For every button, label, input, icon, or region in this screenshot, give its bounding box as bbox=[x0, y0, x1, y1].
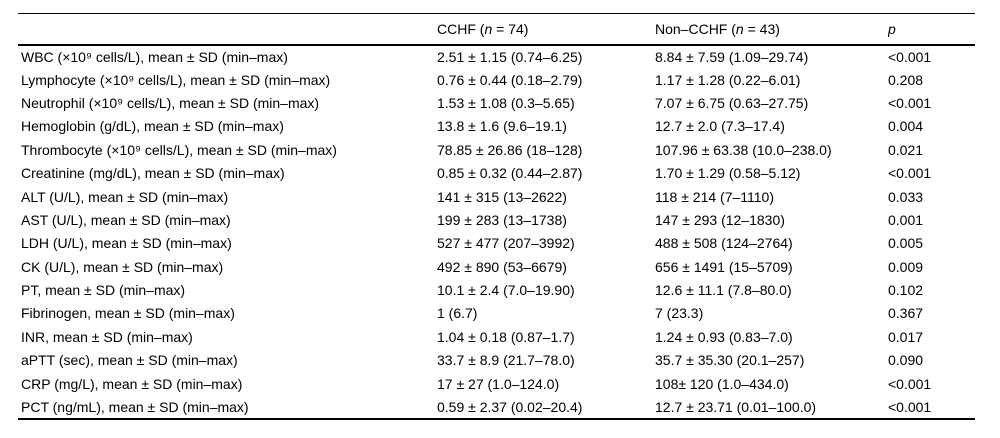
parameter-cell: Lymphocyte (×10⁹ cells/L), mean ± SD (mi… bbox=[21, 71, 331, 88]
table-row: Neutrophil (×10⁹ cells/L), mean ± SD (mi… bbox=[18, 91, 975, 114]
table-row: aPTT (sec), mean ± SD (min–max) 33.7 ± 8… bbox=[18, 349, 975, 372]
cchf-header-post: = 74) bbox=[492, 20, 529, 37]
table-row: LDH (U/L), mean ± SD (min–max) 527 ± 477… bbox=[18, 232, 975, 255]
lab-comparison-table-container: CCHF (n = 74) Non–CCHF (n = 43) p WBC (×… bbox=[18, 13, 975, 420]
cchf-value-cell: 78.85 ± 26.86 (18–128) bbox=[437, 141, 583, 158]
non-cchf-header-pre: Non–CCHF ( bbox=[655, 20, 736, 37]
p-value-cell: <0.001 bbox=[888, 48, 932, 65]
non-cchf-value-cell: 656 ± 1491 (15–5709) bbox=[655, 258, 793, 275]
table-row: Hemoglobin (g/dL), mean ± SD (min–max) 1… bbox=[18, 115, 975, 138]
parameter-cell: Neutrophil (×10⁹ cells/L), mean ± SD (mi… bbox=[21, 94, 320, 111]
p-value-cell: 0.005 bbox=[888, 235, 924, 252]
column-header-parameter bbox=[18, 14, 437, 45]
p-value-cell: 0.033 bbox=[888, 188, 924, 205]
cchf-value-cell: 13.8 ± 1.6 (9.6–19.1) bbox=[437, 118, 567, 135]
p-value-cell: 0.090 bbox=[888, 352, 924, 369]
table-row: AST (U/L), mean ± SD (min–max) 199 ± 283… bbox=[18, 208, 975, 231]
parameter-cell: aPTT (sec), mean ± SD (min–max) bbox=[21, 352, 238, 369]
p-value-cell: 0.367 bbox=[888, 305, 924, 322]
non-cchf-value-cell: 12.7 ± 23.71 (0.01–100.0) bbox=[655, 395, 888, 420]
p-value-cell: 0.009 bbox=[888, 258, 924, 275]
parameter-cell: Thrombocyte (×10⁹ cells/L), mean ± SD (m… bbox=[21, 141, 337, 158]
p-value-cell: 0.021 bbox=[888, 141, 924, 158]
column-header-p: p bbox=[888, 14, 975, 45]
parameter-cell: INR, mean ± SD (min–max) bbox=[21, 328, 193, 345]
cchf-value-cell: 492 ± 890 (53–6679) bbox=[437, 258, 567, 275]
non-cchf-value-cell: 488 ± 508 (124–2764) bbox=[655, 235, 793, 252]
cchf-value-cell: 33.7 ± 8.9 (21.7–78.0) bbox=[437, 352, 575, 369]
parameter-cell: WBC (×10⁹ cells/L), mean ± SD (min–max) bbox=[21, 48, 288, 65]
cchf-value-cell: 527 ± 477 (207–3992) bbox=[437, 235, 575, 252]
non-cchf-value-cell: 108± 120 (1.0–434.0) bbox=[655, 375, 789, 392]
non-cchf-value-cell: 107.96 ± 63.38 (10.0–238.0) bbox=[655, 141, 832, 158]
table-row: PT, mean ± SD (min–max) 10.1 ± 2.4 (7.0–… bbox=[18, 278, 975, 301]
non-cchf-value-cell: 7 (23.3) bbox=[655, 305, 704, 322]
table-row: ALT (U/L), mean ± SD (min–max) 141 ± 315… bbox=[18, 185, 975, 208]
table-row: WBC (×10⁹ cells/L), mean ± SD (min–max) … bbox=[18, 45, 975, 68]
cchf-value-cell: 10.1 ± 2.4 (7.0–19.90) bbox=[437, 282, 575, 299]
header-row: CCHF (n = 74) Non–CCHF (n = 43) p bbox=[18, 13, 975, 45]
table-row: Creatinine (mg/dL), mean ± SD (min–max) … bbox=[18, 161, 975, 184]
non-cchf-value-cell: 147 ± 293 (12–1830) bbox=[655, 211, 785, 228]
non-cchf-value-cell: 1.70 ± 1.29 (0.58–5.12) bbox=[655, 165, 801, 182]
parameter-cell: CK (U/L), mean ± SD (min–max) bbox=[21, 258, 224, 275]
cchf-value-cell: 141 ± 315 (13–2622) bbox=[437, 188, 567, 205]
non-cchf-header-n: n bbox=[735, 20, 744, 37]
column-header-non-cchf: Non–CCHF (n = 43) bbox=[655, 14, 888, 45]
table-row: Lymphocyte (×10⁹ cells/L), mean ± SD (mi… bbox=[18, 68, 975, 91]
table-row: INR, mean ± SD (min–max) 1.04 ± 0.18 (0.… bbox=[18, 325, 975, 348]
table-row: CRP (mg/L), mean ± SD (min–max) 17 ± 27 … bbox=[18, 372, 975, 395]
parameter-cell: PCT (ng/mL), mean ± SD (min–max) bbox=[18, 395, 437, 420]
p-value-cell: 0.102 bbox=[888, 282, 924, 299]
non-cchf-value-cell: 12.7 ± 2.0 (7.3–17.4) bbox=[655, 118, 785, 135]
non-cchf-value-cell: 35.7 ± 35.30 (20.1–257) bbox=[655, 352, 805, 369]
p-value-cell: <0.001 bbox=[888, 94, 932, 111]
cchf-value-cell: 0.59 ± 2.37 (0.02–20.4) bbox=[437, 395, 655, 420]
p-value-cell: 0.004 bbox=[888, 118, 924, 135]
parameter-cell: Fibrinogen, mean ± SD (min–max) bbox=[21, 305, 235, 322]
non-cchf-value-cell: 7.07 ± 6.75 (0.63–27.75) bbox=[655, 94, 809, 111]
table-row: CK (U/L), mean ± SD (min–max) 492 ± 890 … bbox=[18, 255, 975, 278]
p-value-cell: 0.208 bbox=[888, 71, 924, 88]
table-header: CCHF (n = 74) Non–CCHF (n = 43) p bbox=[18, 13, 975, 45]
non-cchf-value-cell: 8.84 ± 7.59 (1.09–29.74) bbox=[655, 48, 809, 65]
p-value-cell: 0.001 bbox=[888, 211, 924, 228]
table-row: Thrombocyte (×10⁹ cells/L), mean ± SD (m… bbox=[18, 138, 975, 161]
p-value-cell: <0.001 bbox=[888, 375, 932, 392]
cchf-value-cell: 0.85 ± 0.32 (0.44–2.87) bbox=[437, 165, 583, 182]
non-cchf-value-cell: 118 ± 214 (7–1110) bbox=[655, 188, 774, 205]
non-cchf-value-cell: 12.6 ± 11.1 (7.8–80.0) bbox=[655, 282, 792, 299]
cchf-value-cell: 1.53 ± 1.08 (0.3–5.65) bbox=[437, 94, 575, 111]
lab-comparison-table: CCHF (n = 74) Non–CCHF (n = 43) p WBC (×… bbox=[18, 13, 975, 420]
p-value-cell: <0.001 bbox=[888, 395, 975, 420]
table-body: WBC (×10⁹ cells/L), mean ± SD (min–max) … bbox=[18, 45, 975, 420]
column-header-cchf: CCHF (n = 74) bbox=[437, 14, 655, 45]
cchf-header-n: n bbox=[484, 20, 493, 37]
non-cchf-value-cell: 1.24 ± 0.93 (0.83–7.0) bbox=[655, 328, 793, 345]
cchf-header-pre: CCHF ( bbox=[437, 20, 485, 37]
cchf-value-cell: 2.51 ± 1.15 (0.74–6.25) bbox=[437, 48, 583, 65]
parameter-cell: ALT (U/L), mean ± SD (min–max) bbox=[21, 188, 229, 205]
non-cchf-value-cell: 1.17 ± 1.28 (0.22–6.01) bbox=[655, 71, 801, 88]
cchf-value-cell: 199 ± 283 (13–1738) bbox=[437, 211, 567, 228]
parameter-cell: Hemoglobin (g/dL), mean ± SD (min–max) bbox=[21, 118, 284, 135]
p-value-cell: <0.001 bbox=[888, 165, 932, 182]
parameter-cell: PT, mean ± SD (min–max) bbox=[21, 282, 186, 299]
parameter-cell: CRP (mg/L), mean ± SD (min–max) bbox=[21, 375, 243, 392]
table-row: Fibrinogen, mean ± SD (min–max) 1 (6.7) … bbox=[18, 302, 975, 325]
cchf-value-cell: 1.04 ± 0.18 (0.87–1.7) bbox=[437, 328, 575, 345]
non-cchf-header-post: = 43) bbox=[743, 20, 780, 37]
table-row: PCT (ng/mL), mean ± SD (min–max) 0.59 ± … bbox=[18, 395, 975, 420]
cchf-value-cell: 0.76 ± 0.44 (0.18–2.79) bbox=[437, 71, 583, 88]
parameter-cell: AST (U/L), mean ± SD (min–max) bbox=[21, 211, 231, 228]
p-header-label: p bbox=[888, 20, 896, 37]
parameter-cell: LDH (U/L), mean ± SD (min–max) bbox=[21, 235, 232, 252]
cchf-value-cell: 17 ± 27 (1.0–124.0) bbox=[437, 375, 560, 392]
cchf-value-cell: 1 (6.7) bbox=[437, 305, 478, 322]
parameter-cell: Creatinine (mg/dL), mean ± SD (min–max) bbox=[21, 165, 285, 182]
p-value-cell: 0.017 bbox=[888, 328, 924, 345]
